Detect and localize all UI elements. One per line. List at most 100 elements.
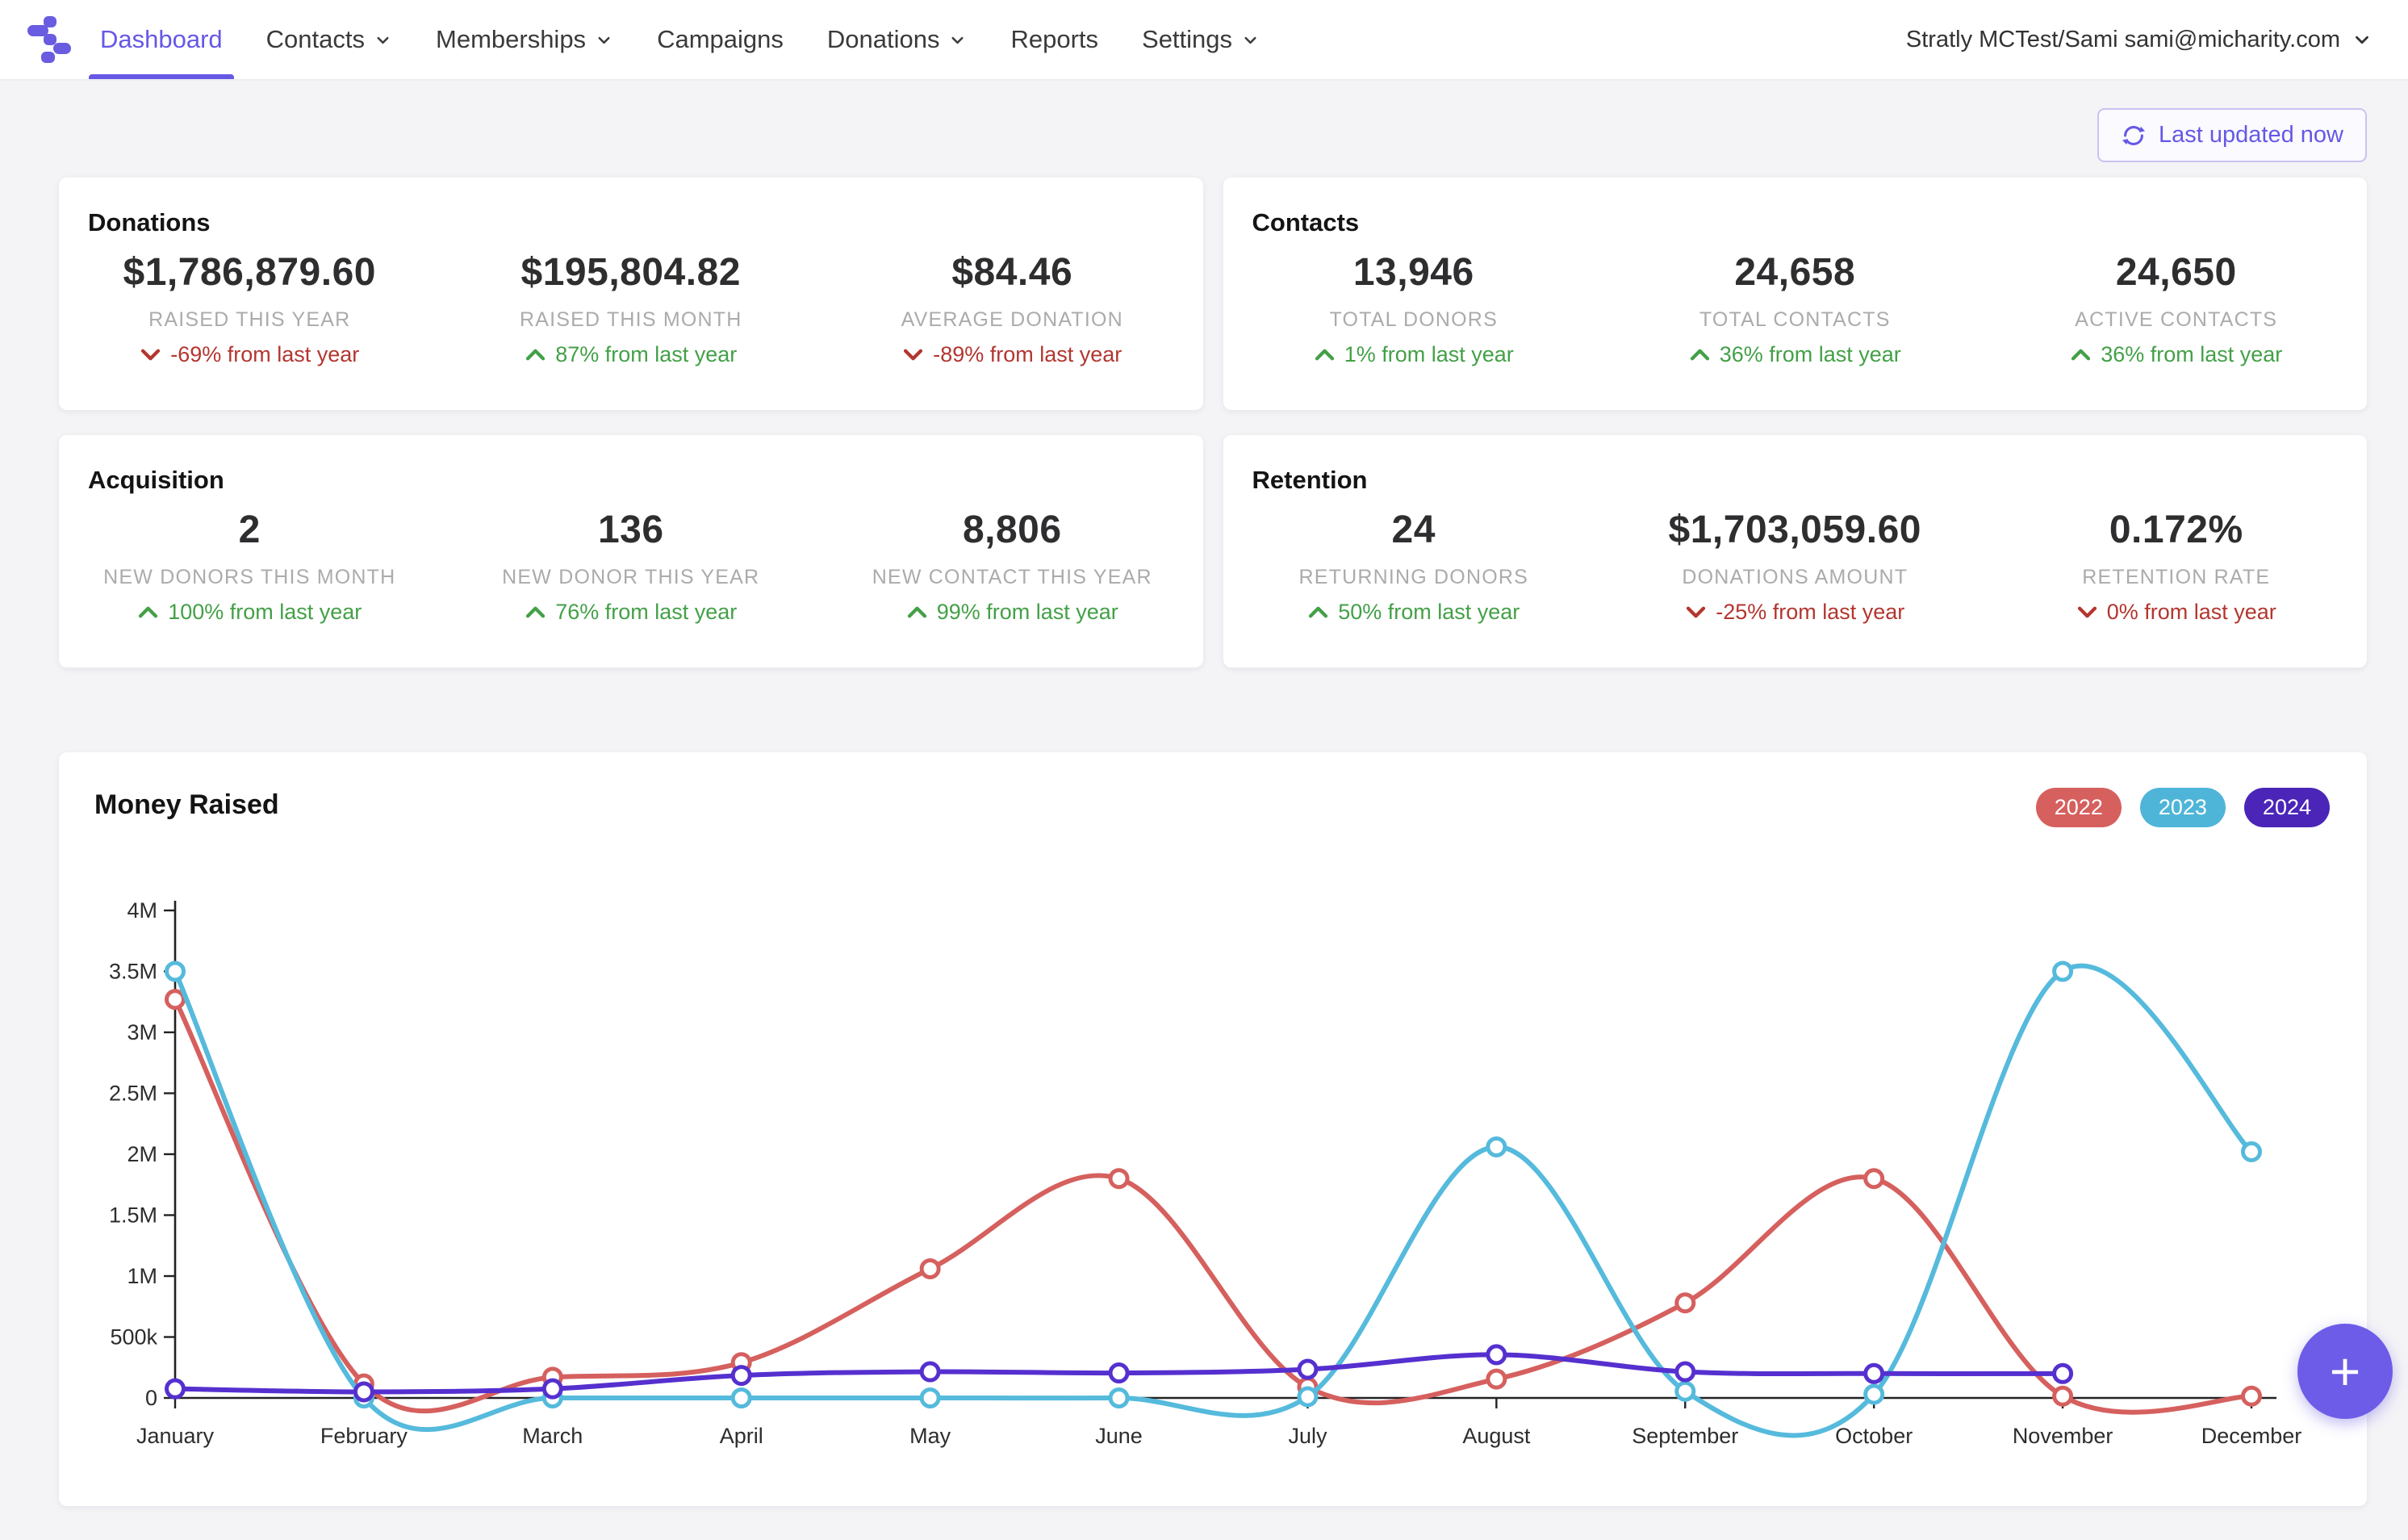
data-point-2023[interactable] bbox=[1297, 1386, 1319, 1408]
refresh-label: Last updated now bbox=[2159, 122, 2343, 148]
metric-label: DONATIONS AMOUNT bbox=[1682, 566, 1908, 588]
metric-value: $1,786,879.60 bbox=[123, 251, 376, 294]
refresh-icon bbox=[2122, 125, 2146, 145]
nav-item-memberships[interactable]: Memberships bbox=[433, 0, 617, 79]
x-axis-label: January bbox=[136, 1424, 215, 1448]
nav-item-reports[interactable]: Reports bbox=[1007, 0, 1102, 79]
data-point-2024[interactable] bbox=[1863, 1362, 1885, 1384]
metric-delta-text: 100% from last year bbox=[168, 600, 362, 624]
dashboard-content: Last updated now Donations $1,786,879.60 R… bbox=[0, 108, 2408, 1506]
metric-delta-text: 36% from last year bbox=[1719, 342, 1901, 366]
x-axis-label: February bbox=[320, 1424, 408, 1448]
metric-label: RAISED THIS MONTH bbox=[519, 308, 742, 331]
money-raised-line-chart: 0 500k 1M 1.5M 2M 2.5M 3M 3.5M 4M January February… bbox=[109, 898, 2301, 1448]
data-point-2024[interactable] bbox=[1297, 1358, 1319, 1380]
metric-label: NEW DONOR THIS YEAR bbox=[502, 566, 760, 588]
nav-item-campaigns[interactable]: Campaigns bbox=[654, 0, 787, 79]
data-point-2022[interactable] bbox=[1863, 1168, 1885, 1190]
x-axis-label: March bbox=[522, 1424, 583, 1448]
data-point-2024[interactable] bbox=[1108, 1362, 1130, 1384]
legend-pill-2022[interactable]: 2022 bbox=[2035, 788, 2122, 827]
data-point-2023[interactable] bbox=[2241, 1140, 2262, 1162]
y-axis-label: 4M bbox=[127, 898, 157, 923]
trend-down-icon bbox=[2077, 606, 2097, 618]
trend-up-icon bbox=[526, 606, 546, 618]
data-point-2024[interactable] bbox=[1486, 1344, 1507, 1366]
data-point-2023[interactable] bbox=[2052, 960, 2074, 982]
data-point-2022[interactable] bbox=[1108, 1168, 1130, 1190]
metric-label: ACTIVE CONTACTS bbox=[2075, 308, 2278, 331]
data-point-2023[interactable] bbox=[919, 1387, 941, 1408]
data-point-2023[interactable] bbox=[1486, 1136, 1507, 1157]
metric-value: 13,946 bbox=[1352, 251, 1474, 294]
plus-icon: + bbox=[2329, 1341, 2361, 1401]
metric-delta-text: 87% from last year bbox=[555, 342, 738, 366]
data-point-2023[interactable] bbox=[1674, 1380, 1696, 1402]
retention-card: Retention 24 RETURNING DONORS 50% from last… bbox=[1223, 435, 2368, 667]
nav-item-dashboard[interactable]: Dashboard bbox=[89, 0, 234, 79]
chart-legend: 2022 2023 2024 bbox=[2035, 788, 2330, 827]
legend-pill-2024[interactable]: 2024 bbox=[2243, 788, 2330, 827]
metric-value: 24,650 bbox=[2115, 251, 2237, 294]
data-point-2022[interactable] bbox=[1674, 1292, 1696, 1314]
data-point-2024[interactable] bbox=[919, 1361, 941, 1383]
nav-item-label: Donations bbox=[826, 25, 940, 53]
card-title: Contacts bbox=[1252, 208, 1360, 236]
trend-up-icon bbox=[907, 606, 926, 618]
user-label: Stratly MCTest/Sami sami@micharity.com bbox=[1905, 26, 2340, 52]
nav-item-settings[interactable]: Settings bbox=[1139, 0, 1263, 79]
metrics-row: 24 RETURNING DONORS 50% from last year $1,7… bbox=[1223, 508, 2368, 625]
refresh-button[interactable]: Last updated now bbox=[2097, 108, 2367, 162]
data-point-2022[interactable] bbox=[2052, 1385, 2074, 1407]
metric-value: $195,804.82 bbox=[520, 251, 741, 294]
data-point-2023[interactable] bbox=[165, 960, 186, 982]
metric-delta: 1% from last year bbox=[1314, 342, 1514, 367]
metrics-row: 13,946 TOTAL DONORS 1% from last year 24,65… bbox=[1223, 250, 2368, 367]
data-point-2024[interactable] bbox=[541, 1378, 563, 1400]
trend-up-icon bbox=[1690, 349, 1709, 361]
metric-value: 24,658 bbox=[1734, 251, 1856, 294]
y-axis-label: 3M bbox=[127, 1020, 157, 1044]
metric-delta-text: -69% from last year bbox=[170, 342, 360, 366]
metric-delta: -69% from last year bbox=[140, 342, 359, 367]
y-axis-label: 2.5M bbox=[109, 1082, 157, 1106]
data-point-2023[interactable] bbox=[1108, 1387, 1130, 1408]
data-point-2022[interactable] bbox=[165, 989, 186, 1011]
acquisition-card: Acquisition 2 NEW DONORS THIS MONTH 100% fr… bbox=[59, 435, 1203, 667]
add-button[interactable]: + bbox=[2297, 1324, 2393, 1419]
user-menu[interactable]: Stratly MCTest/Sami sami@micharity.com bbox=[1906, 27, 2372, 53]
metric-delta: 100% from last year bbox=[137, 600, 362, 625]
nav-item-donations[interactable]: Donations bbox=[824, 0, 971, 79]
metric-label: NEW CONTACT THIS YEAR bbox=[872, 566, 1152, 588]
trend-down-icon bbox=[904, 349, 923, 361]
metric-label: RAISED THIS YEAR bbox=[148, 308, 351, 331]
metric-raised-this-month: $195,804.82 RAISED THIS MONTH 87% from las… bbox=[441, 250, 822, 367]
y-axis-label: 0 bbox=[145, 1386, 157, 1410]
metric-value: 2 bbox=[238, 508, 261, 551]
data-point-2024[interactable] bbox=[1674, 1361, 1696, 1383]
chevron-down-icon bbox=[598, 36, 610, 44]
x-axis-label: October bbox=[1835, 1424, 1913, 1448]
data-point-2022[interactable] bbox=[919, 1258, 941, 1279]
data-point-2023[interactable] bbox=[1863, 1383, 1885, 1405]
metric-delta-text: 0% from last year bbox=[2106, 600, 2276, 624]
data-point-2022[interactable] bbox=[2241, 1385, 2262, 1407]
legend-pill-2023[interactable]: 2023 bbox=[2139, 788, 2226, 827]
metric-delta: 87% from last year bbox=[525, 342, 737, 367]
metric-delta-text: 1% from last year bbox=[1344, 342, 1514, 366]
data-point-2024[interactable] bbox=[353, 1381, 374, 1403]
metric-delta: 36% from last year bbox=[2070, 342, 2282, 367]
data-point-2023[interactable] bbox=[730, 1387, 752, 1408]
data-point-2022[interactable] bbox=[1486, 1368, 1507, 1390]
trend-up-icon bbox=[526, 349, 546, 361]
nav-item-label: Dashboard bbox=[100, 25, 223, 53]
nav-items: Dashboard Contacts Memberships Campaigns Don… bbox=[89, 0, 1263, 79]
trend-down-icon bbox=[141, 349, 161, 361]
x-axis-label: June bbox=[1095, 1424, 1143, 1448]
data-point-2024[interactable] bbox=[165, 1378, 186, 1400]
money-raised-chart-card: Money Raised 2022 2023 2024 0 500k 1M 1.5M 2M 2… bbox=[59, 752, 2367, 1506]
data-point-2024[interactable] bbox=[730, 1365, 752, 1387]
card-title: Retention bbox=[1252, 466, 1368, 494]
nav-item-contacts[interactable]: Contacts bbox=[263, 0, 395, 79]
data-point-2024[interactable] bbox=[2052, 1362, 2074, 1384]
